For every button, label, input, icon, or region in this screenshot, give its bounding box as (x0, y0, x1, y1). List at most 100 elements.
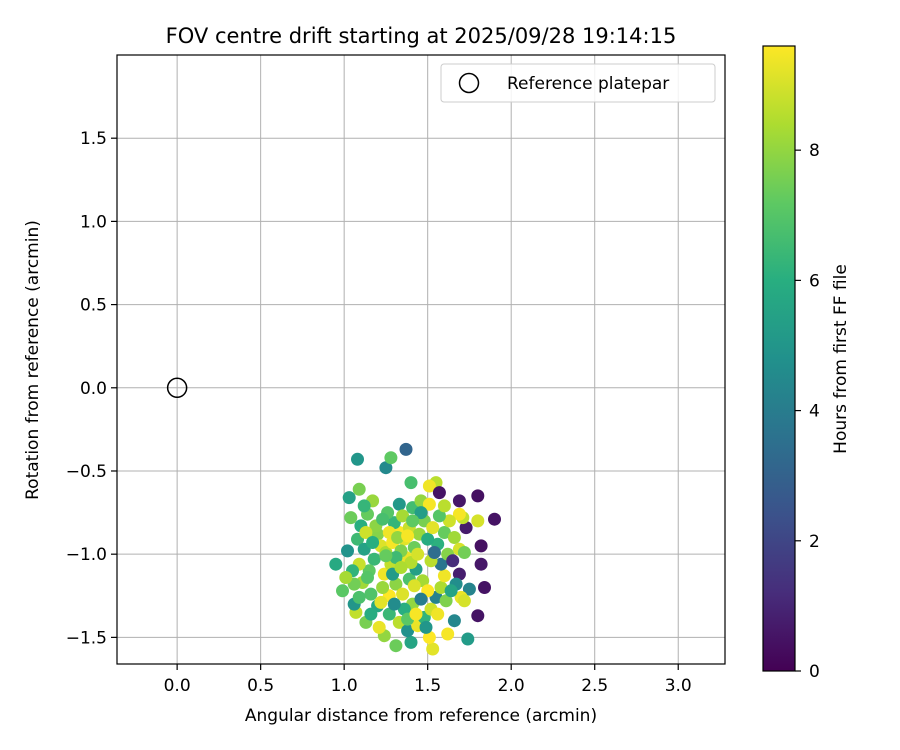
data-point (361, 571, 374, 584)
data-point (437, 526, 451, 539)
data-point (422, 497, 436, 511)
y-tick-label: −1.5 (66, 628, 107, 648)
data-point (461, 632, 475, 646)
data-point (426, 642, 440, 656)
data-point (364, 607, 378, 621)
data-point (411, 547, 425, 561)
reference-platepar-marker (166, 377, 188, 399)
data-point (399, 442, 413, 456)
data-point (459, 521, 473, 535)
legend: Reference platepar (440, 63, 716, 103)
data-point (471, 609, 485, 623)
data-point (359, 526, 373, 539)
legend-reference-marker-icon (458, 72, 480, 94)
data-point (374, 595, 388, 609)
data-point (406, 514, 420, 528)
legend-box (440, 63, 716, 103)
x-tick-label: 2.0 (498, 676, 525, 696)
data-point (432, 509, 446, 523)
data-point (352, 590, 366, 604)
data-point (404, 476, 418, 490)
data-point (357, 499, 371, 513)
data-point (437, 569, 451, 583)
legend-entry-reference-platepar: Reference platepar (507, 74, 669, 94)
data-point (391, 531, 405, 544)
y-tick-label: 1.0 (80, 212, 107, 232)
data-point (366, 536, 380, 549)
colorbar-tick-label: 4 (809, 402, 820, 422)
data-point (379, 461, 393, 475)
data-point (434, 557, 448, 571)
grid-lines (117, 55, 725, 664)
data-point (342, 491, 356, 505)
data-point (329, 557, 343, 571)
data-point (396, 587, 410, 601)
data-point (419, 620, 433, 634)
y-tick-label: 0.5 (80, 296, 107, 316)
colorbar-tick-label: 6 (809, 271, 820, 291)
data-point (414, 592, 428, 606)
data-point (404, 635, 418, 649)
data-point (401, 624, 415, 638)
x-tick-label: 1.0 (331, 676, 358, 696)
data-point (409, 607, 423, 621)
data-point (394, 561, 408, 574)
data-point (441, 627, 455, 641)
data-point (439, 594, 453, 608)
data-point (401, 529, 415, 543)
y-tick-label: 0.0 (80, 379, 107, 399)
data-point (471, 514, 485, 528)
y-tick-label: 1.5 (80, 129, 107, 149)
x-axis-label: Angular distance from reference (arcmin) (245, 706, 597, 726)
data-point (462, 582, 476, 596)
data-point (341, 544, 354, 558)
chart-title: FOV centre drift starting at 2025/09/28 … (166, 24, 677, 48)
data-point (389, 551, 403, 564)
data-point (474, 539, 488, 553)
data-point (396, 509, 410, 523)
reference-marker-layer (166, 377, 188, 399)
data-point (452, 567, 466, 581)
data-point (367, 552, 381, 566)
data-point (389, 639, 403, 653)
data-point (376, 581, 390, 594)
data-point (457, 546, 471, 559)
data-point (446, 554, 460, 568)
data-point (389, 577, 403, 591)
colorbar-tick-label: 2 (809, 532, 820, 552)
colorbar: 0 2 4 6 8 Hours from first FF file (762, 45, 851, 682)
data-point (452, 494, 466, 508)
data-point (421, 532, 435, 546)
data-point (339, 571, 353, 584)
data-point (457, 594, 471, 608)
data-point (387, 597, 401, 611)
data-point (447, 614, 461, 628)
data-point (427, 546, 441, 559)
y-tick-label: −0.5 (66, 462, 107, 482)
data-point (382, 607, 396, 621)
data-point (376, 512, 390, 526)
x-axis-ticks: 0.0 0.5 1.0 1.5 2.0 2.5 3.0 (164, 664, 692, 696)
colorbar-label: Hours from first FF file (831, 264, 851, 454)
colorbar-ticks: 0 2 4 6 8 (795, 141, 820, 682)
data-point (414, 506, 428, 520)
data-point (407, 579, 421, 593)
data-point (471, 489, 485, 503)
data-point (474, 557, 488, 571)
data-point (447, 531, 461, 544)
data-point (372, 620, 386, 634)
colorbar-tick-label: 0 (809, 662, 820, 682)
data-point (432, 486, 446, 500)
data-point (422, 630, 436, 644)
data-point (336, 584, 349, 598)
x-tick-label: 0.5 (247, 676, 274, 696)
data-point (478, 581, 491, 594)
data-point (434, 581, 448, 594)
x-tick-label: 1.5 (414, 676, 441, 696)
y-axis-ticks: −1.5 −1.0 −0.5 0.0 0.5 1.0 1.5 (66, 129, 117, 648)
data-point (384, 451, 398, 465)
y-tick-label: −1.0 (66, 545, 107, 565)
data-point (344, 511, 358, 525)
